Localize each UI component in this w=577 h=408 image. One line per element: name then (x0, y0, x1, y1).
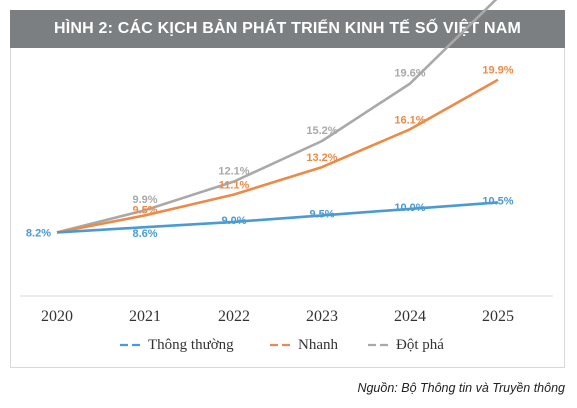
data-label: 8.6% (132, 228, 157, 240)
data-label: 10.0% (394, 202, 425, 214)
data-label: 10.5% (482, 195, 513, 207)
data-label: 13.2% (306, 152, 337, 164)
series-line-1 (56, 201, 499, 234)
data-label: 9.9% (132, 194, 157, 206)
x-tick-label: 2025 (482, 308, 514, 325)
data-label: 12.1% (218, 165, 249, 177)
x-tick-label: 2023 (306, 308, 338, 325)
data-label: 9.5% (309, 208, 334, 220)
data-label: 19.6% (394, 68, 425, 80)
data-label: 11.1% (219, 180, 250, 192)
data-label: 19.9% (482, 65, 513, 77)
x-tick-label: 2020 (41, 308, 73, 325)
x-tick-label: 2022 (218, 308, 250, 325)
legend-label: Thông thường (148, 337, 234, 353)
series-line-2 (56, 78, 499, 234)
x-tick-label: 2024 (394, 308, 426, 325)
data-label: 9.5% (132, 204, 157, 216)
data-label: 15.2% (306, 125, 337, 137)
x-tick-label: 2021 (129, 308, 161, 325)
chart-area (10, 48, 565, 368)
series-line-3 (56, 0, 498, 234)
data-label: 16.1% (394, 114, 425, 126)
data-label: 9.0% (221, 215, 246, 227)
data-label: 8.2% (26, 227, 51, 239)
legend-label: Nhanh (298, 337, 338, 353)
source-note: Nguồn: Bộ Thông tin và Truyền thông (357, 381, 565, 395)
legend-label: Đột phá (396, 337, 444, 353)
chart-title: HÌNH 2: CÁC KỊCH BẢN PHÁT TRIỂN KINH TẾ … (10, 10, 565, 48)
